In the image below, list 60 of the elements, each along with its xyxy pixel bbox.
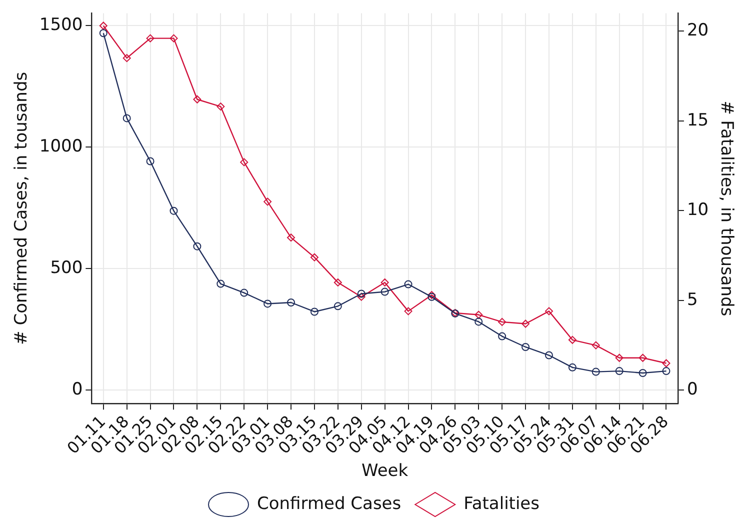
- point: [568, 363, 576, 372]
- y-tick-label: 500: [50, 258, 83, 278]
- point: [193, 242, 202, 250]
- point: [544, 307, 553, 316]
- point: [334, 302, 342, 310]
- y2-tick-label: 10: [686, 200, 709, 220]
- point: [592, 341, 600, 350]
- point: [122, 114, 131, 122]
- y2-tick-label: 15: [686, 110, 709, 130]
- point: [498, 332, 506, 340]
- x-axis-title: Week: [362, 461, 408, 482]
- point: [615, 367, 624, 376]
- legend-label: Confirmed Cases: [257, 494, 402, 514]
- point: [544, 351, 553, 360]
- legend-label: Fatalities: [464, 494, 540, 514]
- point: [568, 336, 576, 344]
- point: [146, 34, 154, 42]
- point: [638, 369, 647, 378]
- point: [287, 298, 296, 306]
- point: [99, 22, 108, 30]
- point: [357, 290, 366, 298]
- point: [615, 354, 624, 362]
- point: [592, 368, 600, 376]
- y-tick-label: 0: [72, 379, 83, 400]
- point: [264, 300, 272, 308]
- point: [334, 278, 342, 286]
- y-tick-label: 1500: [39, 14, 83, 35]
- point: [216, 280, 225, 288]
- point: [122, 54, 131, 62]
- point: [498, 318, 506, 326]
- point: [240, 158, 248, 166]
- y2-tick-label: 5: [686, 290, 698, 310]
- point: [638, 354, 647, 362]
- point: [99, 29, 108, 38]
- point: [170, 34, 178, 42]
- point: [522, 342, 530, 351]
- y-tick-label: 1000: [39, 136, 83, 156]
- y2-tick-label: 0: [686, 380, 698, 400]
- y2-tick-label: 20: [686, 20, 709, 41]
- point: [264, 198, 272, 206]
- point: [474, 310, 483, 319]
- point: [193, 95, 202, 104]
- point: [146, 157, 154, 166]
- point: [240, 288, 248, 297]
- y-axis-title: # Confirmed Cases, in tousands: [12, 72, 32, 345]
- point: [287, 234, 296, 242]
- point: [474, 318, 483, 326]
- point: [170, 206, 178, 215]
- point: [662, 359, 670, 368]
- point: [380, 288, 389, 296]
- point: [404, 307, 412, 316]
- point: [662, 367, 670, 376]
- point: [310, 253, 318, 262]
- point: [380, 278, 389, 286]
- point: [310, 308, 318, 316]
- point: [404, 280, 412, 288]
- y2-axis-title: # Fatalities, in thousands: [716, 100, 736, 316]
- point: [216, 102, 225, 111]
- point: [357, 292, 366, 301]
- point: [522, 320, 530, 328]
